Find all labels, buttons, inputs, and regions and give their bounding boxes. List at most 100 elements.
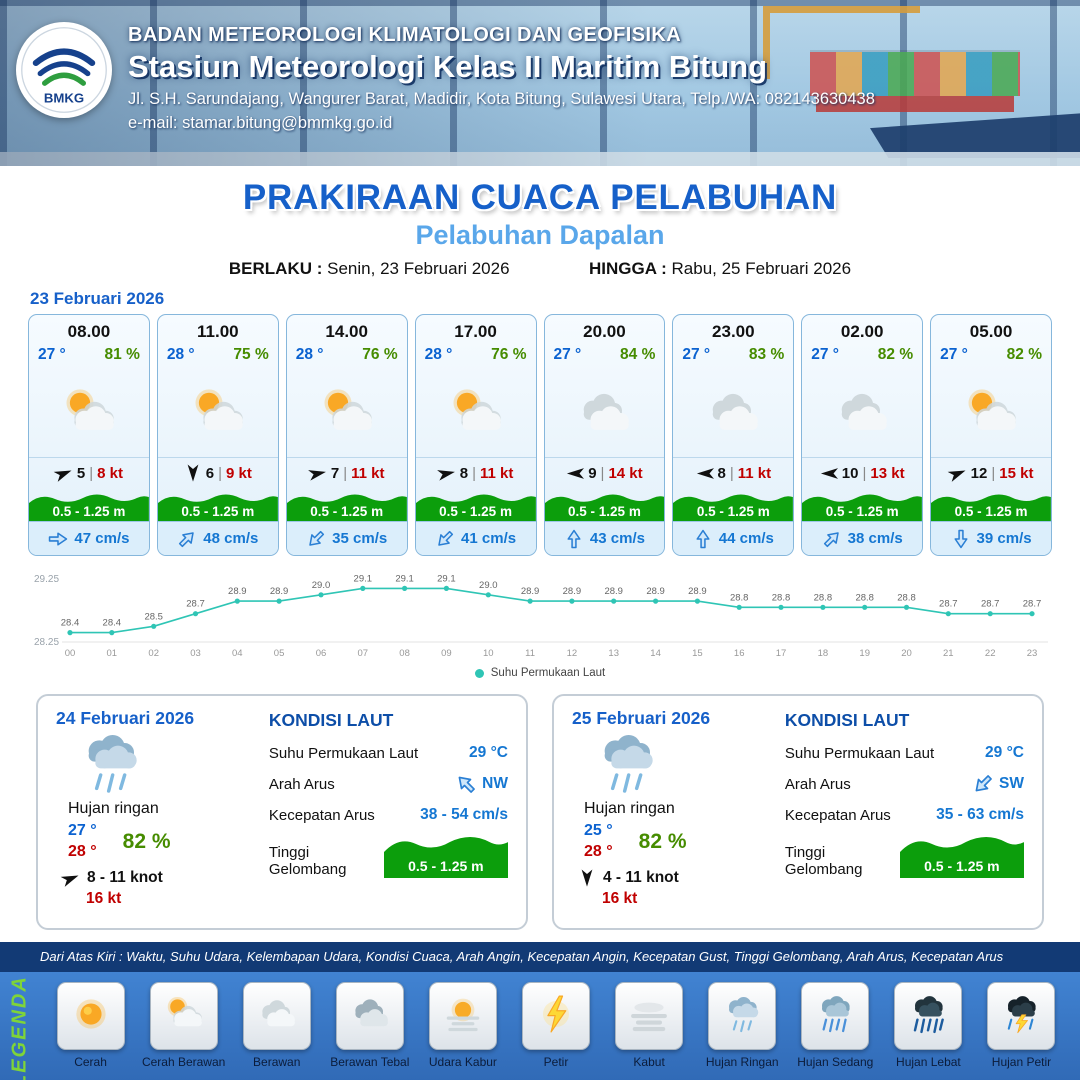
forecast-card: 08.00 27 ° 81 % 5 | 8 kt 0.5 - 1.25 m 47…	[28, 314, 150, 556]
daily-humidity: 82 %	[122, 829, 171, 853]
svg-text:29.1: 29.1	[354, 573, 373, 584]
current-row: 48 cm/s	[157, 521, 278, 555]
legend-weather-icon	[902, 991, 954, 1042]
svg-text:28.7: 28.7	[981, 599, 1000, 610]
station-name: Stasiun Meteorologi Kelas II Maritim Bit…	[128, 49, 768, 84]
sst-row: Suhu Permukaan Laut 29 °C	[785, 744, 1024, 762]
daily-left: 25 Februari 2026 Hujan ringan 25 ° 28 ° …	[572, 708, 771, 916]
wave-height: 0.5 - 1.25 m	[439, 504, 512, 519]
svg-text:22: 22	[985, 648, 996, 659]
wind-direction-icon	[307, 465, 328, 481]
legend-item: Petir	[509, 982, 602, 1069]
legend-weather-icon	[716, 991, 768, 1042]
temp-humidity-row: 28 ° 76 %	[416, 345, 536, 368]
current-direction-icon	[48, 531, 68, 547]
current-speed: 39 cm/s	[976, 530, 1032, 547]
legend-weather-icon	[344, 991, 396, 1042]
wind-speed: 10	[841, 464, 859, 482]
svg-text:18: 18	[818, 648, 829, 659]
svg-text:28.9: 28.9	[688, 586, 707, 597]
daily-weather-icon	[578, 731, 771, 800]
daily-condition: Hujan ringan	[584, 800, 675, 817]
wind-row: 5 | 8 kt	[29, 457, 149, 488]
sst-value: 29 °C	[469, 744, 508, 761]
valid-value: Senin, 23 Februari 2026	[327, 259, 510, 278]
current-speed-label: Kecepatan Arus	[784, 806, 891, 824]
current-direction-icon	[452, 770, 480, 798]
separator: |	[218, 464, 222, 482]
daily-wind-speed: 4 - 11 knot	[603, 869, 679, 886]
daily-wind-direction-icon	[60, 869, 82, 888]
current-row: 47 cm/s	[29, 521, 149, 555]
svg-text:20: 20	[901, 648, 912, 659]
current-direction-icon	[432, 526, 457, 551]
svg-text:28.8: 28.8	[730, 592, 749, 603]
weather-icon	[158, 368, 278, 457]
svg-text:28.8: 28.8	[772, 592, 791, 603]
daily-date: 24 Februari 2026	[56, 708, 195, 728]
legend-tile	[522, 982, 591, 1050]
daily-temps: 25 ° 28 ° 82 %	[584, 822, 771, 861]
humidity: 76 %	[362, 346, 398, 363]
wave-height-row: Tinggi Gelombang 0.5 - 1.25 m	[269, 830, 508, 878]
daily-gust: 16 kt	[602, 890, 638, 907]
daily-wind: 8 - 11 knot	[60, 869, 255, 888]
separator: |	[343, 464, 348, 482]
wind-gust: 11 kt	[480, 464, 514, 482]
current-direction-text: NW	[482, 775, 508, 792]
legend-tile	[615, 982, 684, 1050]
legend-weather-icon	[809, 991, 861, 1042]
forecast-time: 08.00	[67, 322, 111, 341]
svg-text:08: 08	[399, 648, 410, 659]
forecast-card: 17.00 28 ° 76 % 8 | 11 kt 0.5 - 1.25 m 4…	[414, 314, 537, 556]
temp-humidity-row: 28 ° 75 %	[158, 345, 278, 368]
legend-weather-icon	[158, 991, 210, 1042]
port-name: Pelabuhan Dapalan	[415, 220, 665, 250]
svg-text:09: 09	[441, 648, 452, 659]
daily-temp-max: 28 °	[584, 843, 613, 860]
legend-weather-icon	[251, 991, 303, 1042]
legend-label: Berawan Tebal	[330, 1055, 410, 1069]
crane-illustration	[763, 6, 920, 79]
svg-text:29.0: 29.0	[479, 580, 498, 591]
org-name: BADAN METEOROLOGI KLIMATOLOGI DAN GEOFIS…	[128, 24, 682, 46]
bmkg-logo: BMKG	[16, 22, 112, 118]
wind-row: 7 | 11 kt	[286, 457, 407, 488]
current-row: 39 cm/s	[931, 521, 1051, 555]
temp-humidity-row: 27 ° 82 %	[931, 345, 1051, 368]
sst-legend-dot	[474, 668, 484, 678]
svg-text:04: 04	[232, 648, 243, 659]
page-title: PRAKIRAAN CUACA PELABUHAN	[242, 178, 838, 217]
forecast-card: 23.00 27 ° 83 % 8 | 11 kt 0.5 - 1.25 m 4…	[672, 314, 795, 556]
wave-height-value: 0.5 - 1.25 m	[924, 858, 1000, 874]
daily-left: 24 Februari 2026 Hujan ringan 27 ° 28 ° …	[56, 708, 255, 916]
sea-conditions-title: KONDISI LAUT	[268, 710, 394, 730]
svg-text:15: 15	[692, 648, 703, 659]
air-temperature: 27 °	[811, 346, 839, 363]
wind-direction-icon	[696, 467, 714, 480]
current-direction-label: Arah Arus	[268, 775, 335, 793]
svg-text:29.1: 29.1	[437, 573, 456, 584]
weather-icon	[931, 368, 1051, 457]
daily-temp-max: 28 °	[68, 843, 97, 860]
current-direction-icon	[969, 770, 997, 798]
wave-height-label: Tinggi Gelombang	[784, 844, 863, 878]
current-direction-icon	[953, 529, 969, 549]
wind-gust: 13 kt	[870, 464, 905, 482]
legend-label: Hujan Sedang	[797, 1055, 874, 1069]
humidity: 84 %	[620, 346, 656, 363]
current-direction-row: Arah Arus SW	[785, 775, 1024, 793]
svg-text:10: 10	[483, 648, 494, 659]
header-text: BADAN METEOROLOGI KLIMATOLOGI DAN GEOFIS…	[128, 24, 1060, 133]
legend-label: Hujan Lebat	[896, 1055, 961, 1069]
humidity: 76 %	[491, 346, 527, 363]
svg-text:19: 19	[859, 648, 870, 659]
wind-gust: 15 kt	[999, 464, 1034, 482]
legend-tile	[428, 982, 497, 1050]
daily-condition: Hujan ringan	[68, 800, 159, 817]
legend-item: Berawan	[230, 982, 323, 1069]
legend-section: LEGENDA Cerah Cerah Berawan Berawan Bera…	[0, 972, 1080, 1080]
wind-speed: 8	[717, 464, 726, 482]
svg-text:29.1: 29.1	[395, 573, 414, 584]
weather-icon	[545, 368, 665, 457]
